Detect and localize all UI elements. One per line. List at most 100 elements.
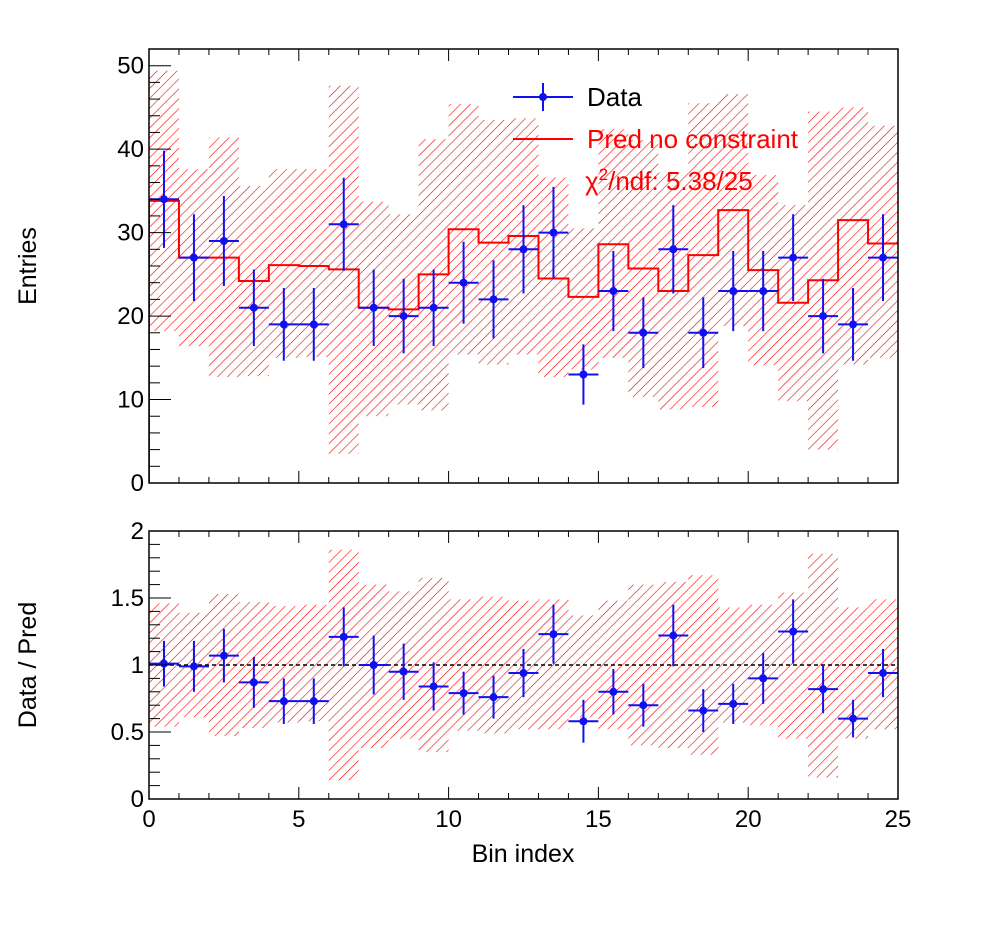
data-point	[508, 205, 539, 294]
data-point	[268, 678, 299, 724]
point-marker	[429, 682, 438, 691]
point-marker	[759, 287, 768, 296]
point-marker	[699, 706, 708, 715]
bottom-panel: 0 5 10 15 20 25 0 0.5 1 1.5 2 Data / Pred Bin inde…	[14, 518, 911, 868]
y-tick-label: 40	[117, 136, 144, 163]
point-marker	[339, 632, 348, 641]
point-marker	[609, 687, 618, 696]
point-marker	[309, 320, 318, 329]
point-marker	[879, 669, 888, 678]
top-y-axis-title: Entries	[14, 227, 42, 305]
point-marker	[549, 228, 558, 237]
data-point	[478, 260, 509, 339]
point-marker	[699, 328, 708, 337]
y-tick-label: 50	[117, 53, 144, 80]
data-point	[448, 671, 479, 715]
point-marker	[309, 697, 318, 706]
legend: Data Pred no constraint χ2/ndf: 5.38/25	[513, 82, 799, 196]
data-point	[328, 177, 359, 271]
y-tick-label: 0	[131, 786, 144, 813]
point-marker	[819, 312, 828, 321]
data-point	[358, 269, 389, 346]
point-marker	[459, 689, 468, 698]
data-point	[808, 278, 839, 354]
y-tick-label: 10	[117, 387, 144, 414]
point-marker	[429, 303, 438, 312]
point-marker	[249, 678, 258, 687]
point-marker	[849, 320, 858, 329]
x-tick-label: 0	[142, 806, 155, 833]
point-marker	[399, 312, 408, 321]
point-marker	[279, 320, 288, 329]
y-tick-label: 20	[117, 303, 144, 330]
data-point	[838, 288, 869, 361]
data-point	[568, 699, 599, 743]
point-marker	[369, 303, 378, 312]
data-point	[628, 297, 659, 369]
bottom-y-axis-title: Data / Pred	[14, 602, 42, 728]
data-point	[658, 205, 689, 294]
data-point	[328, 607, 359, 667]
data-point	[238, 656, 269, 708]
point-marker	[639, 701, 648, 710]
legend-pred-label: Pred no constraint	[587, 124, 799, 154]
point-marker	[579, 717, 588, 726]
point-marker	[219, 651, 228, 660]
point-marker	[489, 693, 498, 702]
data-point	[598, 250, 629, 332]
data-point	[778, 214, 809, 302]
point-marker	[789, 253, 798, 262]
data-point	[568, 344, 599, 405]
data-point	[688, 689, 719, 732]
point-marker	[789, 627, 798, 636]
point-marker	[279, 697, 288, 706]
data-point	[388, 643, 419, 700]
data-point	[418, 269, 449, 346]
data-point	[268, 288, 299, 361]
data-point	[508, 648, 539, 698]
data-point	[448, 241, 479, 324]
point-marker	[219, 236, 228, 245]
point-marker	[729, 287, 738, 296]
data-point	[238, 269, 269, 346]
point-marker	[759, 674, 768, 683]
point-marker	[849, 714, 858, 723]
point-marker	[519, 245, 528, 254]
data-point	[538, 186, 569, 279]
data-point	[838, 699, 869, 738]
x-tick-label: 10	[435, 806, 462, 833]
data-point	[178, 214, 209, 302]
top-axis-ticks: 0 10 20 30 40 50	[117, 48, 899, 497]
point-marker	[189, 253, 198, 262]
data-point	[868, 214, 898, 302]
top-panel: 0 10 20 30 40 50 Entries Data Pred no constra…	[14, 48, 899, 497]
data-point	[688, 297, 719, 369]
data-point	[748, 250, 779, 332]
chi2-superscript: 2	[599, 165, 608, 184]
data-point	[478, 675, 509, 719]
data-point	[628, 683, 659, 727]
y-tick-label: 2	[131, 518, 144, 545]
legend-data-marker	[513, 83, 573, 111]
data-point	[418, 662, 449, 711]
y-tick-label: 0	[131, 470, 144, 497]
point-marker	[249, 303, 258, 312]
x-tick-label: 20	[735, 806, 762, 833]
x-tick-label: 15	[585, 806, 612, 833]
data-point	[598, 669, 629, 715]
y-tick-label: 30	[117, 220, 144, 247]
chi2-symbol: χ	[585, 166, 599, 196]
x-tick-label: 25	[885, 806, 912, 833]
data-point	[868, 648, 898, 698]
legend-chi2-text: χ2/ndf: 5.38/25	[585, 165, 753, 196]
point-marker	[189, 662, 198, 671]
legend-data-label: Data	[587, 82, 642, 112]
data-point	[208, 195, 239, 286]
data-point	[718, 250, 749, 332]
data-point	[808, 665, 839, 714]
data-point	[748, 652, 779, 704]
point-marker	[459, 278, 468, 287]
data-point	[178, 640, 209, 692]
point-marker	[579, 370, 588, 379]
point-marker	[159, 195, 168, 204]
